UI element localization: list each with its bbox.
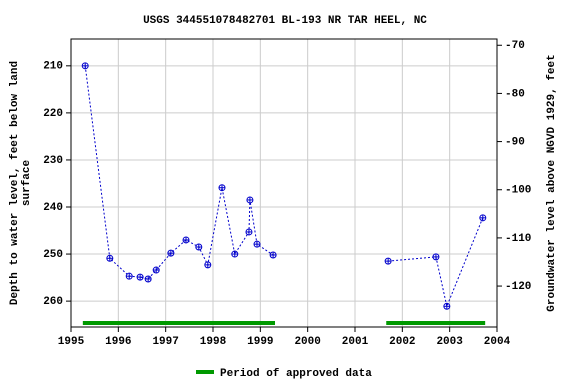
y2-tick-label: -90 xyxy=(505,136,525,148)
y2-tick-label: -110 xyxy=(505,233,531,245)
data-point xyxy=(231,250,239,258)
x-tick-label: 2002 xyxy=(389,336,415,348)
y-tick-label: 240 xyxy=(43,202,63,214)
data-point xyxy=(384,257,392,265)
y-axis-label: surface xyxy=(21,160,33,207)
data-point xyxy=(144,275,152,283)
plot-frame xyxy=(70,38,498,328)
x-tick-label: 1995 xyxy=(58,336,85,348)
data-point xyxy=(218,184,226,192)
y-axis-label: Depth to water level, feet below land xyxy=(9,61,21,305)
x-tick-label: 1998 xyxy=(200,336,227,348)
data-point xyxy=(479,214,487,222)
data-point xyxy=(81,62,89,70)
y-tick-label: 260 xyxy=(43,296,63,308)
y-tick-label: 230 xyxy=(43,155,63,167)
data-point xyxy=(204,261,212,269)
y2-tick-label: -80 xyxy=(505,88,525,100)
x-tick-label: 1999 xyxy=(247,336,273,348)
data-line xyxy=(388,217,484,308)
y-tick-label: 220 xyxy=(43,108,63,120)
x-tick-label: 2001 xyxy=(342,336,369,348)
data-point xyxy=(125,272,133,280)
data-point xyxy=(136,273,144,281)
y2-tick-label: -70 xyxy=(505,40,525,52)
y2-axis-label: Groundwater level above NGVD 1929, feet xyxy=(546,54,558,311)
x-tick-label: 1997 xyxy=(152,336,178,348)
data-point xyxy=(443,302,451,310)
data-point xyxy=(195,243,203,251)
chart-title: USGS 344551078482701 BL-193 NR TAR HEEL,… xyxy=(143,15,427,27)
y2-tick-label: -120 xyxy=(505,281,531,293)
data-point xyxy=(253,240,261,248)
x-tick-label: 2003 xyxy=(436,336,463,348)
data-point xyxy=(152,266,160,274)
data-point xyxy=(106,254,114,262)
data-point xyxy=(245,228,253,236)
data-point xyxy=(182,236,190,244)
data-point xyxy=(167,249,175,257)
legend-label: Period of approved data xyxy=(220,368,372,380)
x-tick-label: 1996 xyxy=(105,336,131,348)
data-line xyxy=(84,65,274,280)
data-point xyxy=(246,196,254,204)
x-tick-label: 2004 xyxy=(484,336,511,348)
y2-tick-label: -100 xyxy=(505,185,531,197)
y-tick-label: 210 xyxy=(43,61,63,73)
x-tick-label: 2000 xyxy=(294,336,320,348)
data-point xyxy=(269,251,277,259)
data-point xyxy=(432,253,440,261)
y-tick-label: 250 xyxy=(43,249,63,261)
